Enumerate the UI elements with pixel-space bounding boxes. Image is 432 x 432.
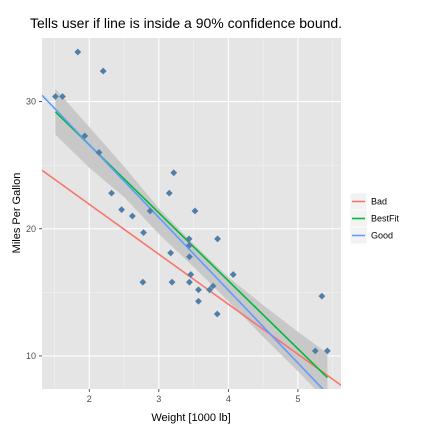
data-point [213,310,221,318]
data-point [140,229,147,236]
data-point [52,93,59,100]
data-point [59,93,66,100]
data-point [170,169,178,177]
data-point [118,206,126,214]
data-point [128,212,136,220]
axis-ticks: 2 3 4 5 10 20 30 [26,97,300,404]
data-point [186,253,193,261]
data-point [311,347,319,355]
data-point [323,347,331,355]
data-points [52,48,331,355]
data-point [186,241,193,249]
data-point [229,271,237,278]
data-point [209,282,217,290]
data-point [186,278,193,286]
data-point [167,249,175,257]
legend-label-bestfit: BestFit [371,214,400,224]
legend-label-bad: Bad [371,197,387,207]
data-point [139,278,147,286]
x-tick-label: 4 [226,394,231,404]
legend: Bad BestFit Good [349,192,400,245]
data-point [99,67,107,75]
x-tick-label: 5 [295,394,300,404]
data-point [108,189,115,197]
x-axis-title: Weight [1000 lb] [151,412,230,424]
data-point [187,271,195,278]
y-axis-title: Miles Per Gallon [11,173,23,254]
data-point [168,278,176,286]
confidence-band-area [55,88,328,389]
x-tick-label: 2 [87,394,92,404]
data-point [214,235,221,243]
x-tick-label: 3 [156,394,161,404]
grid-lines [42,38,341,389]
y-tick-label: 20 [26,224,36,234]
data-point [206,286,213,294]
data-point [165,189,173,197]
confidence-band [55,88,328,389]
line-bad [42,169,341,386]
data-point [146,207,154,215]
data-point [185,235,193,243]
data-point [95,149,103,156]
data-point [195,286,202,294]
line-good [42,94,324,389]
data-point [191,207,199,215]
y-tick-label: 30 [26,97,36,107]
data-point [318,292,326,300]
y-tick-label: 10 [26,351,36,361]
data-point [74,48,82,56]
data-point [81,132,89,140]
data-point [195,297,202,305]
chart-title: Tells user if line is inside a 90% confi… [30,15,342,31]
legend-label-good: Good [371,231,393,241]
